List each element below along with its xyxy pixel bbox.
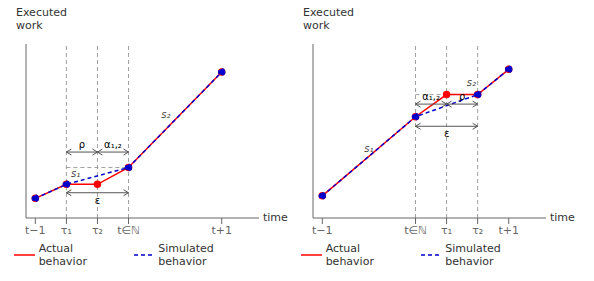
svg-text:τ₂: τ₂ bbox=[92, 224, 103, 237]
svg-text:s₂: s₂ bbox=[161, 109, 170, 120]
svg-text:τ₁: τ₁ bbox=[441, 224, 452, 237]
svg-text:t+1: t+1 bbox=[498, 224, 519, 237]
svg-text:ρ: ρ bbox=[79, 139, 85, 150]
html-text:Simulated behavior: Simulated behavior bbox=[445, 242, 501, 268]
html-text:Actual behavior: Actual behavior bbox=[38, 242, 87, 268]
svg-text:t−1: t−1 bbox=[312, 224, 333, 237]
svg-text:α₁,₂: α₁,₂ bbox=[104, 139, 122, 150]
svg-text:s₁: s₁ bbox=[71, 168, 80, 179]
svg-text:Executedwork: Executedwork bbox=[303, 8, 354, 32]
svg-text:time: time bbox=[263, 211, 288, 224]
svg-text:t+1: t+1 bbox=[211, 224, 232, 237]
svg-text:s₂: s₂ bbox=[467, 77, 476, 88]
svg-text:τ₁: τ₁ bbox=[61, 224, 72, 237]
svg-text:t∈ℕ: t∈ℕ bbox=[404, 224, 427, 237]
html-text:Simulated behavior: Simulated behavior bbox=[158, 242, 214, 268]
svg-text:α₁,₂: α₁,₂ bbox=[422, 91, 440, 102]
svg-text:Executedwork: Executedwork bbox=[16, 8, 67, 32]
svg-text:time: time bbox=[550, 211, 575, 224]
svg-text:τ₂: τ₂ bbox=[472, 224, 483, 237]
svg-text:s₁: s₁ bbox=[364, 143, 373, 154]
svg-text:ε: ε bbox=[444, 128, 449, 139]
svg-text:t−1: t−1 bbox=[25, 224, 46, 237]
svg-text:ρ: ρ bbox=[459, 91, 465, 102]
svg-text:ε: ε bbox=[95, 195, 100, 206]
html-text:Actual behavior: Actual behavior bbox=[325, 242, 374, 268]
svg-text:t∈ℕ: t∈ℕ bbox=[117, 224, 140, 237]
